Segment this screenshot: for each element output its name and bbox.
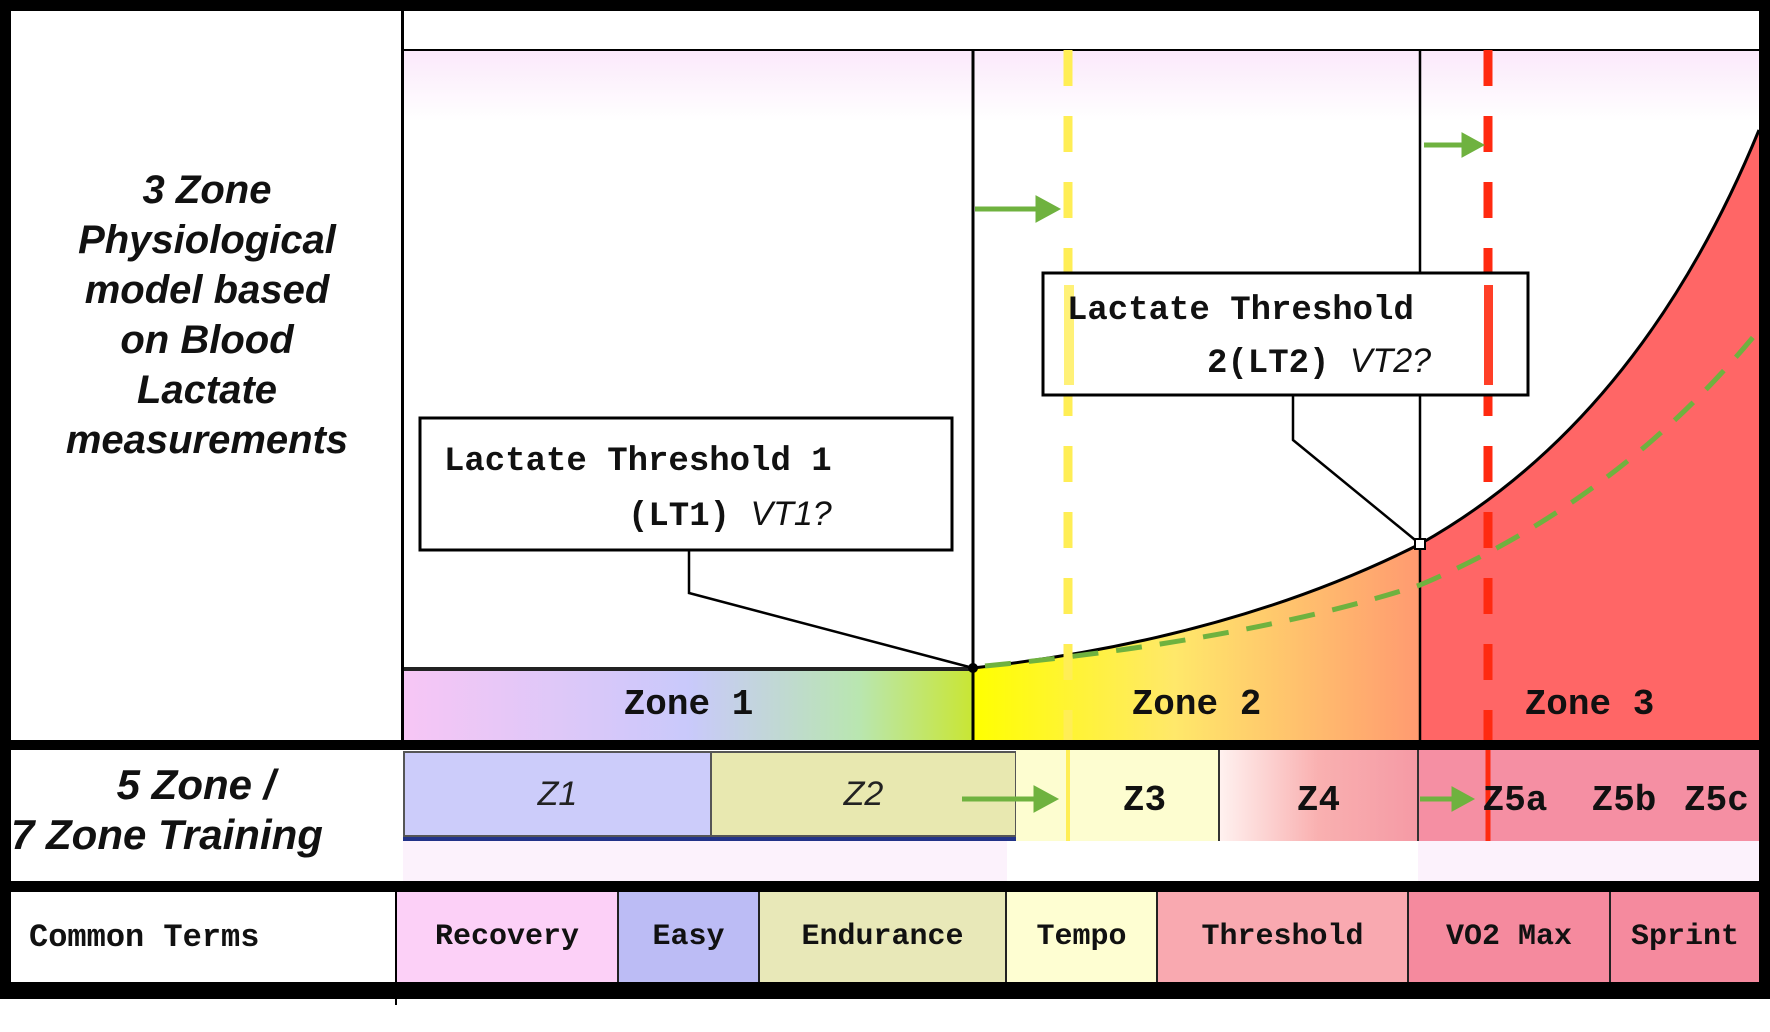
z3-label: Z3 [1122,779,1167,821]
z1-label: Z1 [537,774,578,813]
lt1-callout-box [418,416,954,552]
term-tempo: Tempo [1007,892,1158,982]
label-line: model based [84,268,330,312]
lt1-vt1: VT1? [750,495,832,533]
lt2-callout-text: Lactate Threshold 2(LT2) VT2? [1043,286,1528,389]
lt2-line2: 2(LT2) [1207,345,1330,383]
shifted-lactate-curve [984,328,1761,669]
zone2-band [973,668,1420,740]
zone3-area [1420,130,1759,668]
common-terms-label: Common Terms [29,918,260,956]
term-sprint: Sprint [1611,892,1759,982]
z5c-label: Z5c [1684,779,1749,821]
lt2-point [1414,538,1426,550]
label-line: 7 Zone Training [11,811,323,858]
term-recovery: Recovery [397,892,619,982]
zone2-area [973,544,1420,668]
zone3-label: Zone 3 [1524,683,1655,725]
z5b-label: Z5b [1591,779,1657,821]
lt1-callout-text: Lactate Threshold 1 (LT1) VT1? [420,436,952,543]
lt1-connector [687,550,974,670]
arrow-z3-shift-icon [962,785,1060,813]
term-vo2-max: VO2 Max [1409,892,1611,982]
arrow-z5-shift-icon [1420,786,1476,812]
lt1-line2: (LT1) [628,498,731,536]
arrow-lt1-shift-icon [975,195,1062,223]
lt2-connector [1291,395,1421,545]
frame-bottom-bar [0,982,1770,999]
lt2-vt2: VT2? [1349,342,1432,380]
frame-left-bar [0,0,11,999]
frame-right-bar [1759,0,1770,999]
term-easy: Easy [619,892,760,982]
five-zone-label: 5 Zone / 7 Zone Training [11,760,381,860]
label-line: 5 Zone / [116,761,276,808]
separator-3zone-5zone [0,740,1770,750]
label-line: Physiological [78,218,336,262]
zone1-band [404,668,973,740]
z2-label: Z2 [843,774,884,813]
z5a-label: Z5a [1482,779,1548,821]
lt2-line1: Lactate Threshold [1067,292,1414,330]
z4-label: Z4 [1296,779,1341,821]
frame-top-bar [0,0,1770,11]
arrow-lt2-shift-icon [1424,132,1486,158]
zone1-label: Zone 1 [623,683,754,725]
lt1-line1: Lactate Threshold 1 [444,443,832,481]
three-zone-label: 3 Zone Physiological model based on Bloo… [11,165,403,465]
term-endurance: Endurance [760,892,1007,982]
label-line: Lactate [136,368,278,412]
term-threshold: Threshold [1158,892,1409,982]
label-line: on Blood [120,318,294,362]
zone2-label: Zone 2 [1131,683,1262,725]
upper-background [404,51,1759,121]
left-column-divider [401,11,404,741]
zone3-band [1420,668,1759,740]
z4-bar [1219,750,1418,841]
lt1-point [968,663,978,673]
label-line: 3 Zone [142,168,272,212]
label-line: measurements [65,418,349,462]
separator-5zone-terms [0,881,1770,892]
z5-bar [1418,750,1759,841]
lt2-callout-box [1041,271,1530,397]
z2-bar [710,751,1017,837]
